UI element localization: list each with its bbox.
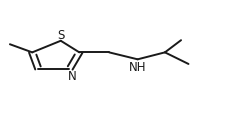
Text: N: N (67, 69, 76, 82)
Text: S: S (57, 29, 64, 42)
Text: NH: NH (129, 60, 146, 73)
